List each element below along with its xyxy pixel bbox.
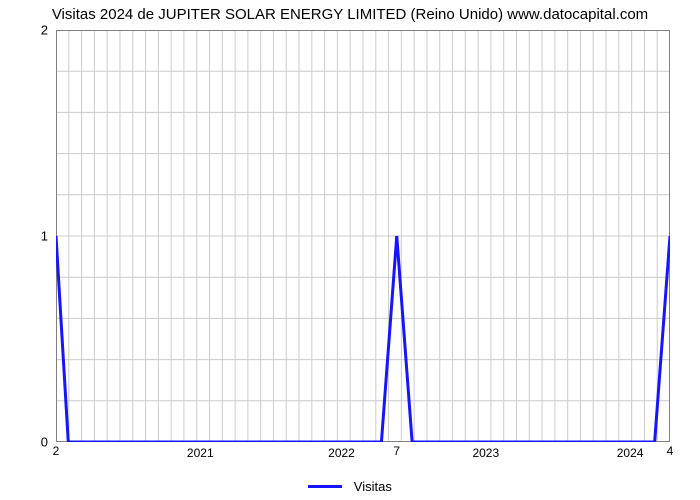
x-tick-label: 2023 [472, 446, 499, 460]
y-tick-label: 0 [41, 435, 48, 450]
legend: Visitas [0, 478, 700, 494]
series-layer [56, 30, 670, 442]
legend-label: Visitas [354, 479, 392, 494]
y-tick-label: 2 [41, 23, 48, 38]
point-label: 4 [667, 444, 674, 458]
chart-title: Visitas 2024 de JUPITER SOLAR ENERGY LIM… [0, 6, 700, 23]
point-label: 2 [53, 444, 60, 458]
x-tick-label: 2022 [328, 446, 355, 460]
point-label: 7 [393, 444, 400, 458]
plot-area [56, 30, 670, 442]
x-tick-label: 2024 [617, 446, 644, 460]
y-tick-label: 1 [41, 229, 48, 244]
legend-swatch [308, 485, 342, 488]
x-tick-label: 2021 [187, 446, 214, 460]
